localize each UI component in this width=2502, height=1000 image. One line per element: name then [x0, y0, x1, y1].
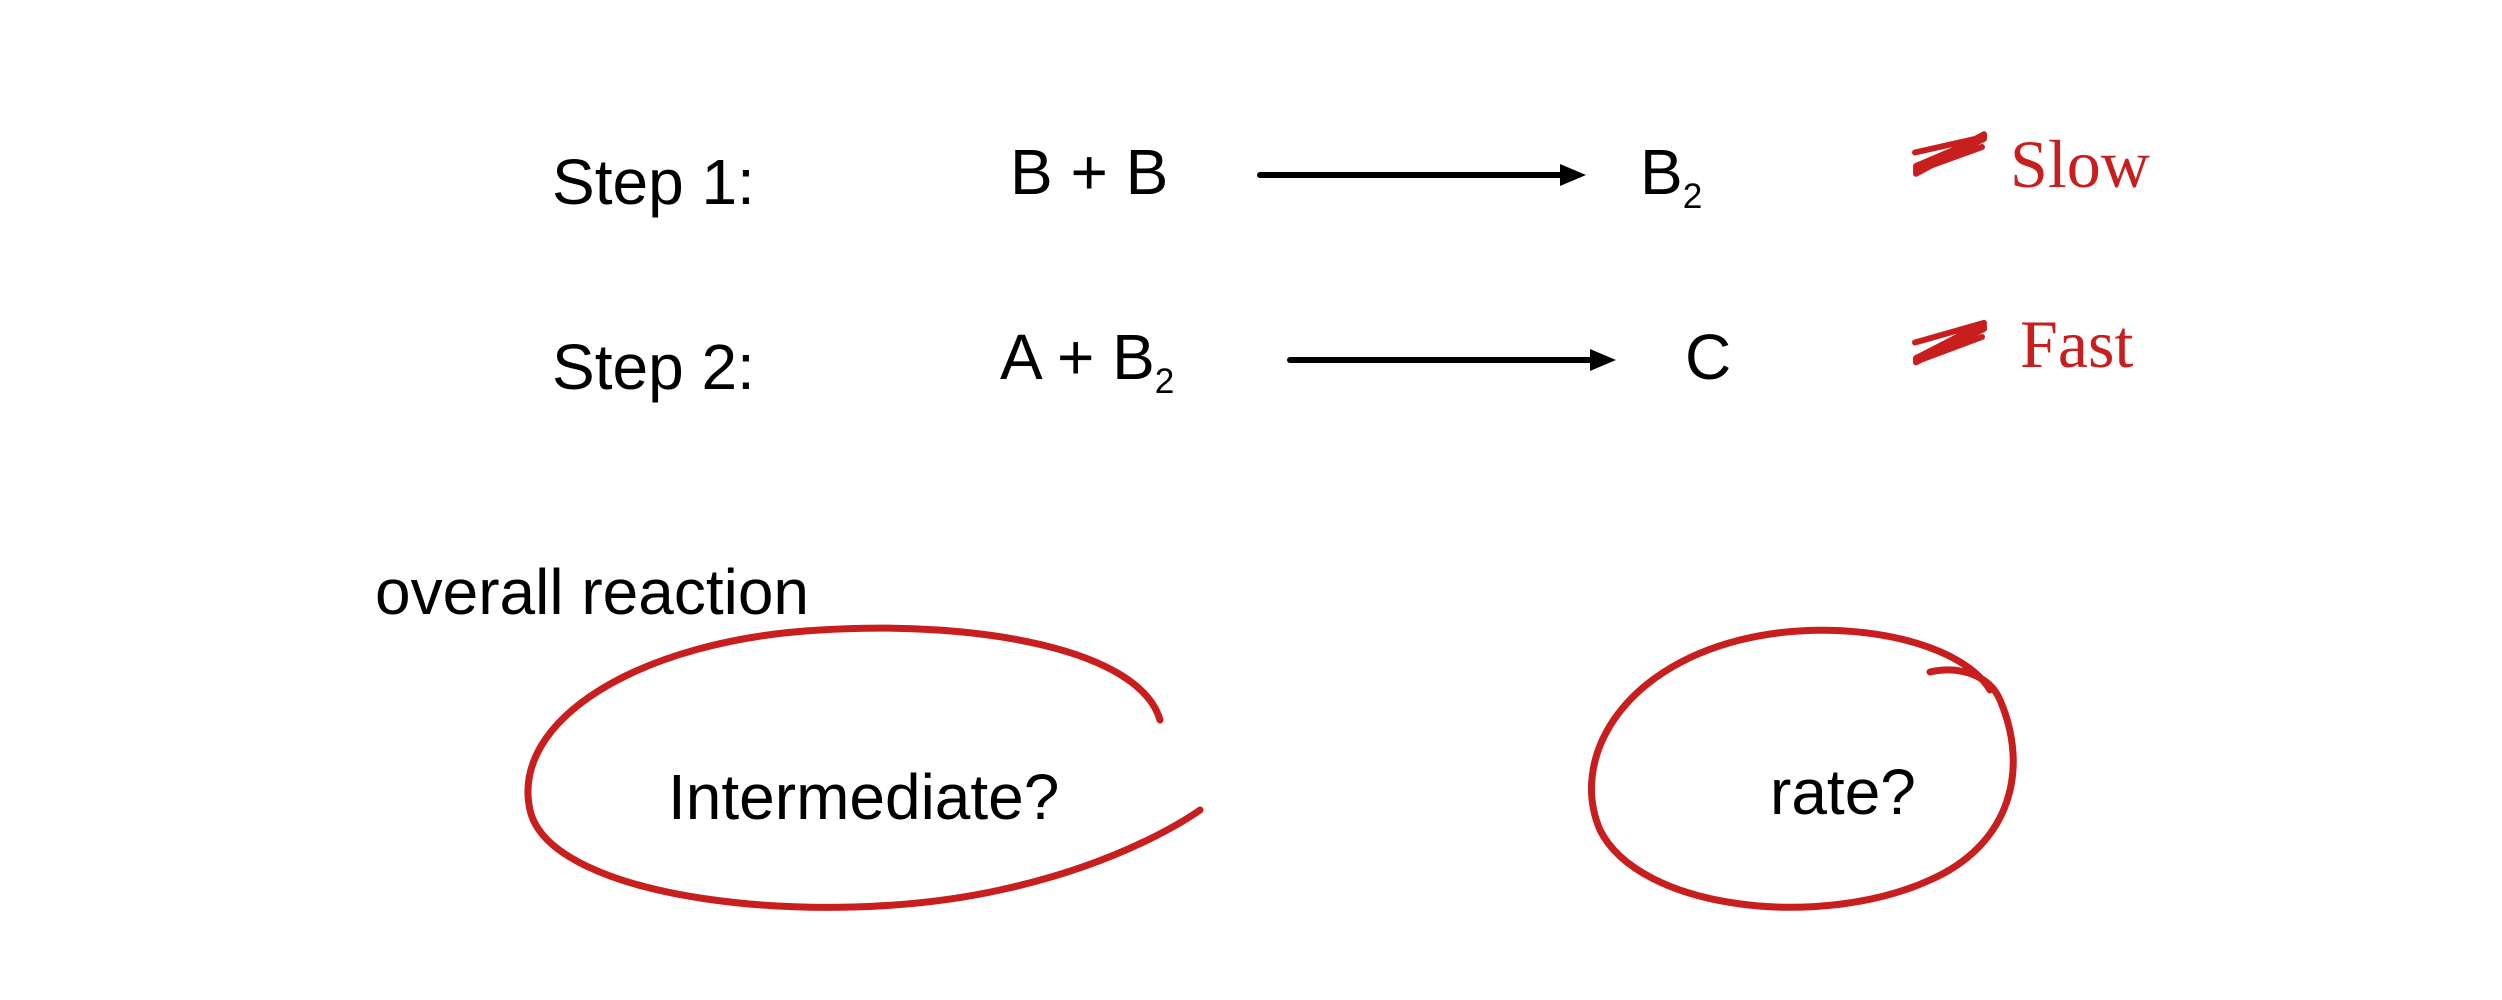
question-1: Intermediate? [668, 760, 1059, 834]
annotation-layer [0, 0, 2502, 1000]
question-2: rate? [1770, 755, 1916, 829]
diagram-canvas: Step 1:B + BB2SlowStep 2:A + B2CFastover… [0, 0, 2502, 1000]
